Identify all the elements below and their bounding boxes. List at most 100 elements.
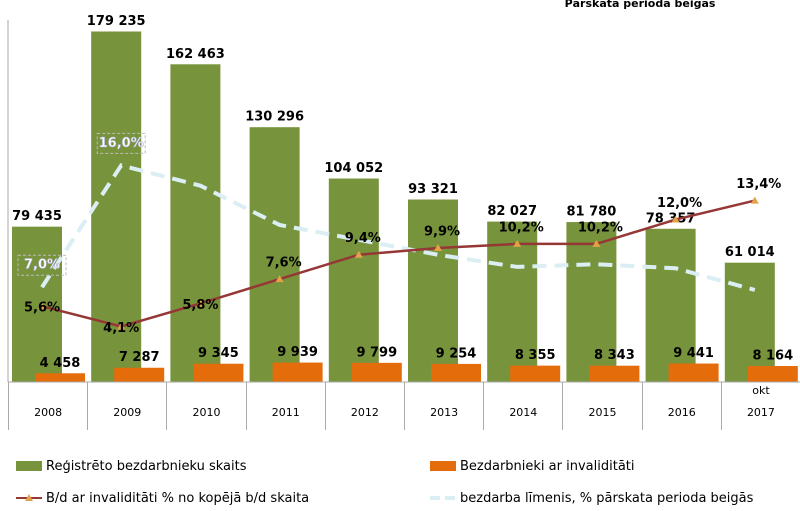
dashed-line	[40, 163, 756, 292]
line-marker	[117, 322, 126, 330]
x-tick-label: 2011	[271, 406, 300, 419]
legend-label: B/d ar invaliditāti % no kopējā b/d skai…	[46, 490, 310, 506]
bar-value-label: 79 435	[12, 209, 62, 224]
x-tick-label: 2009	[113, 406, 142, 419]
legend-label: Bezdarbnieki ar invaliditāti	[460, 458, 635, 474]
bar-value-label: 162 463	[166, 47, 225, 62]
line-marker	[38, 302, 46, 310]
line-marker	[196, 299, 205, 307]
bar-value-label: 130 296	[245, 110, 304, 125]
chart-title: Pārskata perioda beigās	[565, 0, 716, 10]
bar-value-label: 9 441	[673, 346, 714, 361]
x-tick-label: 2013	[430, 406, 459, 419]
bar-value-label: 179 235	[87, 14, 146, 29]
x-tick-cell: 2010	[166, 382, 245, 430]
line-value-label: 13,4%	[736, 177, 781, 192]
bar-value-label: 8 343	[594, 348, 635, 363]
legend-swatch	[430, 461, 456, 471]
bar	[566, 222, 617, 382]
x-tick-cell: 2014	[483, 382, 562, 430]
bar	[487, 221, 538, 382]
line-value-label: 12,0%	[657, 196, 702, 211]
bar-value-label: 9 939	[277, 345, 318, 360]
legend-swatch	[430, 496, 456, 500]
x-tick-cell: 2015	[562, 382, 641, 430]
line-marker	[513, 239, 522, 247]
x-tick-label: 2016	[667, 406, 696, 419]
x-tick-label: 2014	[509, 406, 538, 419]
line-value-label: 10,2%	[578, 220, 623, 235]
legend-label: bezdarba līmenis, % pārskata perioda bei…	[460, 490, 754, 506]
line-marker	[750, 196, 759, 204]
bar	[431, 363, 481, 382]
x-tick-cell: okt 2017	[720, 382, 800, 430]
line-value-label: 16,0%	[99, 136, 144, 151]
x-tick-label: 2015	[588, 406, 617, 419]
bar	[272, 362, 323, 382]
bar-value-label: 61 014	[725, 245, 775, 260]
line-value-label: 9,4%	[345, 231, 381, 246]
bar	[114, 367, 165, 382]
bar-value-label: 9 345	[198, 346, 239, 361]
bar	[724, 262, 775, 382]
legend-label: Reģistrēto bezdarbnieku skaits	[46, 458, 247, 474]
x-tick-cell: 2016	[641, 382, 721, 430]
x-tick-label: 2012	[350, 406, 379, 419]
line-marker	[671, 215, 680, 223]
line-value-label: 4,1%	[103, 321, 139, 336]
line-marker	[275, 275, 284, 283]
legend-swatch	[16, 494, 42, 501]
line-value-label: 10,2%	[499, 220, 544, 235]
bar	[351, 362, 402, 382]
bar	[645, 228, 696, 382]
bar-value-label: 9 254	[436, 346, 477, 361]
bar	[249, 127, 300, 382]
bar	[170, 64, 221, 382]
line-value-label: 9,9%	[424, 224, 460, 239]
bar-value-label: 7 287	[119, 350, 160, 365]
bar	[510, 365, 561, 382]
x-tick-cell: 2009	[87, 382, 166, 430]
x-tick-cell: 2012	[324, 382, 404, 430]
x-tick-cell: 2008	[8, 382, 87, 430]
x-tick-cell: 2013	[404, 382, 483, 430]
legend-item: B/d ar invaliditāti % no kopējā b/d skai…	[14, 489, 309, 507]
bar	[747, 366, 798, 382]
bar	[589, 365, 640, 382]
line-marker	[354, 250, 363, 258]
line-value-label: 7,6%	[266, 256, 302, 271]
x-tick-cell: 2011	[245, 382, 325, 430]
bar	[668, 363, 719, 382]
bar	[328, 178, 379, 382]
bar-value-label: 4 458	[40, 356, 81, 371]
legend-swatch	[16, 461, 42, 471]
bar-value-label: 8 355	[515, 348, 556, 363]
bar	[193, 363, 244, 382]
label-box	[17, 254, 67, 276]
legend-item: Bezdarbnieki ar invaliditāti	[428, 457, 635, 475]
bar-value-label: 81 780	[567, 205, 617, 220]
x-tick-label: okt 2017	[746, 384, 775, 419]
line-value-label: 5,8%	[182, 298, 218, 313]
line-marker	[592, 239, 601, 247]
label-box	[96, 132, 146, 154]
bar-value-label: 82 027	[487, 204, 537, 219]
legend-item: Reģistrēto bezdarbnieku skaits	[14, 457, 246, 475]
bar	[12, 226, 62, 382]
bar-value-label: 93 321	[408, 182, 458, 197]
legend-item: bezdarba līmenis, % pārskata perioda bei…	[428, 489, 753, 507]
line-value-label: 7,0%	[24, 258, 60, 273]
bar-value-label: 78 357	[646, 211, 696, 226]
bar	[35, 373, 85, 382]
category-axis: 2008 2009 2010 2011 2012 2013 2014 2015 2016 okt …	[8, 382, 800, 430]
bar-value-label: 9 799	[356, 345, 397, 360]
bar-value-label: 8 164	[752, 349, 793, 364]
x-tick-label: 2008	[34, 406, 63, 419]
line-marker	[434, 243, 442, 251]
line-value-label: 5,6%	[24, 301, 60, 316]
bar	[408, 199, 458, 382]
chart: Pārskata perioda beigās 79 435 179 235 162…	[7, 0, 800, 383]
bar-value-label: 104 052	[324, 161, 383, 176]
x-tick-label: 2010	[192, 406, 221, 419]
